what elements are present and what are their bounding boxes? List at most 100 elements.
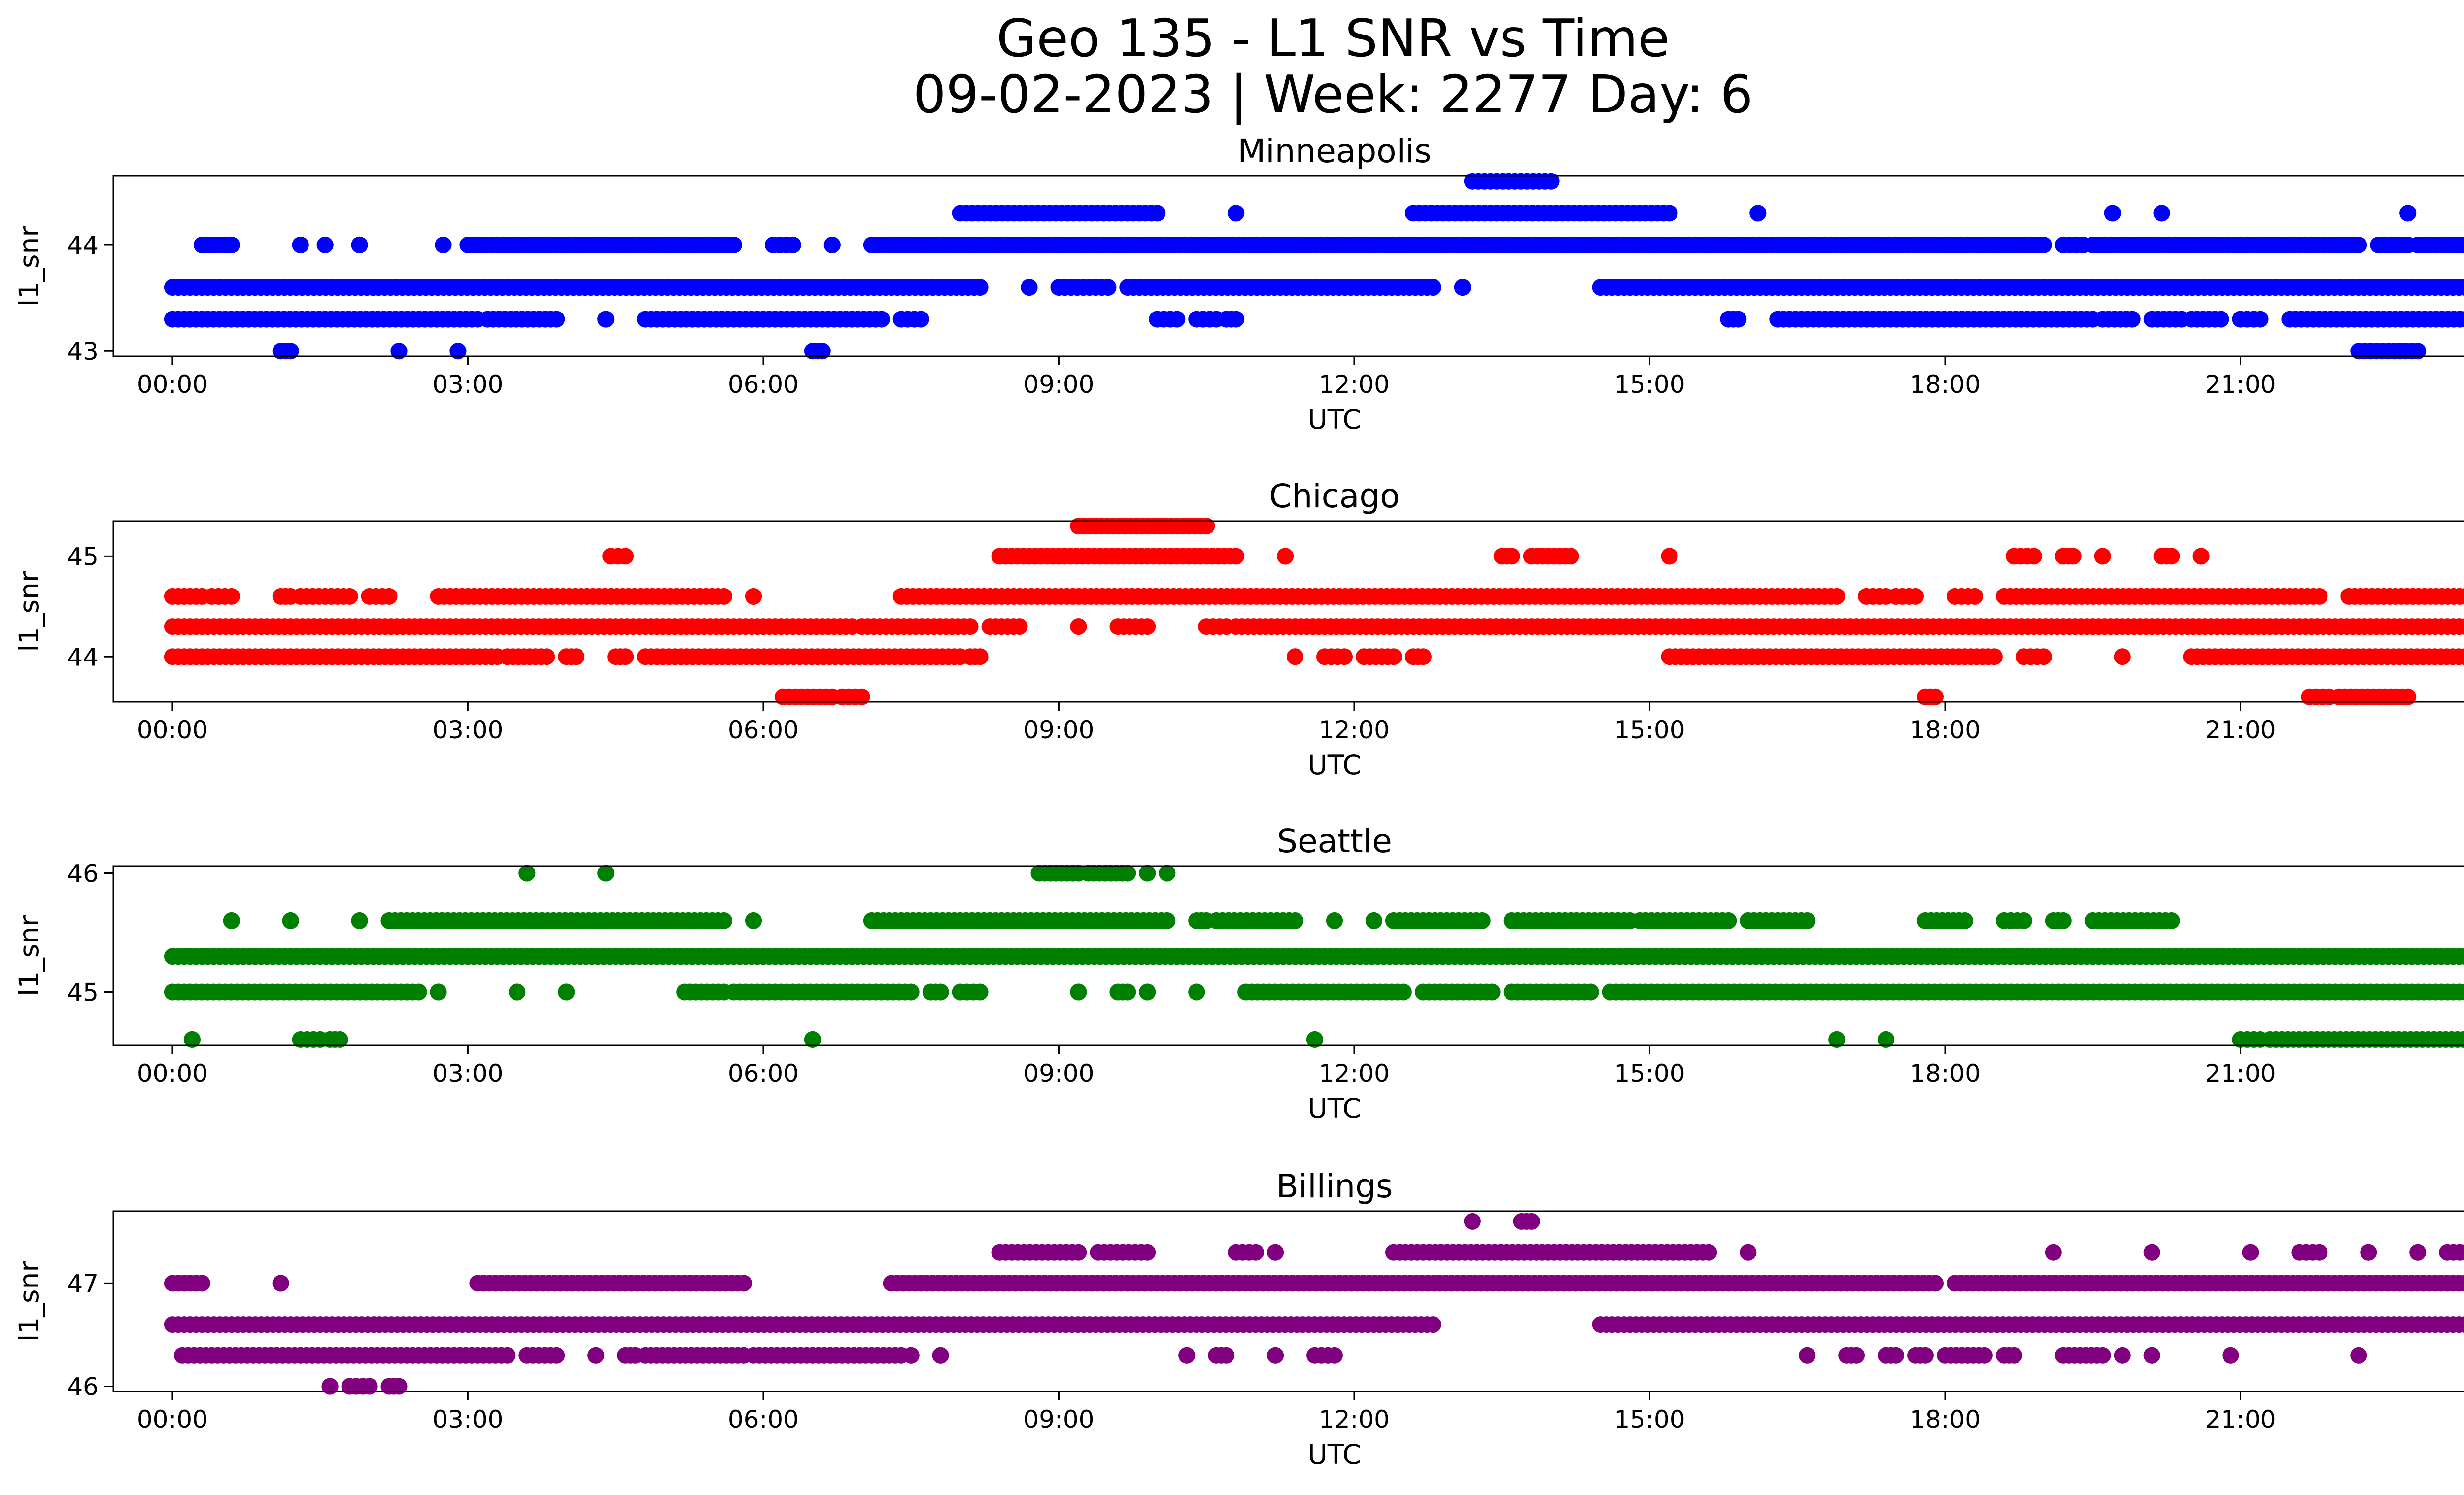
chicago-point — [971, 648, 989, 665]
seattle-point — [1828, 1031, 1846, 1048]
chicago-y-tick-label: 45 — [67, 542, 99, 571]
seattle-x-tick-label: 18:00 — [1910, 1059, 1981, 1088]
minneapolis-point — [282, 343, 299, 360]
billings-point — [2360, 1244, 2377, 1261]
billings-point — [1887, 1347, 1905, 1364]
chicago-panel-title: Chicago — [1269, 477, 1400, 515]
billings-point — [735, 1275, 752, 1292]
seattle-point — [804, 1031, 821, 1048]
chicago-point — [341, 588, 358, 605]
seattle-y-axis-label: l1_snr — [13, 915, 45, 996]
seattle-point — [410, 983, 427, 1001]
chicago-point — [1139, 618, 1156, 635]
billings-point — [321, 1378, 339, 1395]
minneapolis-panel: 00:00 03:00 06:00 09:00 12:00 15:00 18:00 21:00… — [13, 132, 2464, 435]
billings-point — [2005, 1347, 2022, 1364]
billings-point — [1464, 1213, 1481, 1230]
minneapolis-point — [1749, 205, 1767, 222]
billings-y-tick-label: 46 — [67, 1373, 99, 1401]
chicago-y-tick-label: 44 — [67, 643, 99, 671]
minneapolis-point — [873, 311, 890, 328]
minneapolis-point — [2252, 311, 2269, 328]
seattle-panel-title: Seattle — [1277, 822, 1392, 860]
minneapolis-point — [390, 343, 408, 360]
minneapolis-x-tick-label: 00:00 — [137, 370, 208, 399]
minneapolis-point — [292, 236, 309, 253]
chicago-x-tick-label: 18:00 — [1910, 716, 1981, 744]
minneapolis-point — [597, 311, 615, 328]
chicago-point — [2163, 548, 2180, 565]
minneapolis-x-tick-label: 15:00 — [1614, 370, 1685, 399]
billings-point — [1927, 1275, 1944, 1292]
seattle-x-tick-label: 00:00 — [137, 1059, 208, 1088]
chicago-points — [164, 518, 2464, 705]
billings-point — [2143, 1244, 2160, 1261]
billings-point — [2462, 1320, 2464, 1329]
chicago-point — [1828, 588, 1846, 605]
chicago-panel: 00:00 03:00 06:00 09:00 12:00 15:00 18:00 21:00… — [13, 477, 2464, 781]
seattle-point — [331, 1031, 348, 1048]
billings-point — [2114, 1347, 2131, 1364]
minneapolis-x-tick-label: 21:00 — [2205, 370, 2276, 399]
seattle-point — [183, 1031, 201, 1048]
billings-x-tick-label: 06:00 — [728, 1405, 799, 1434]
minneapolis-point — [2457, 311, 2464, 328]
chicago-x-tick-label: 15:00 — [1614, 716, 1685, 744]
billings-point — [1267, 1347, 1284, 1364]
billings-point — [2143, 1347, 2160, 1364]
seattle-point — [2457, 983, 2464, 1001]
billings-point — [2456, 1316, 2464, 1333]
chicago-point — [2114, 648, 2131, 665]
chicago-point — [1985, 648, 2003, 665]
chicago-point — [1661, 548, 1678, 565]
chicago-point — [1336, 648, 1353, 665]
chicago-point — [2457, 618, 2464, 635]
billings-point — [1178, 1347, 1196, 1364]
minneapolis-x-tick-label: 12:00 — [1319, 370, 1390, 399]
minneapolis-point — [2123, 311, 2141, 328]
seattle-y-tick-label: 46 — [67, 859, 99, 888]
seattle-point — [1582, 983, 1599, 1001]
chicago-point — [1966, 588, 1983, 605]
minneapolis-points — [164, 173, 2464, 360]
chicago-point — [617, 648, 634, 665]
seattle-point — [223, 912, 240, 929]
minneapolis-x-tick-label: 18:00 — [1910, 370, 1981, 399]
minneapolis-point — [784, 236, 801, 253]
minneapolis-y-tick-label: 44 — [67, 231, 99, 260]
figure-title-line-2: 09-02-2023 | Week: 2277 Day: 6 — [913, 65, 1753, 125]
seattle-x-tick-label: 09:00 — [1023, 1059, 1094, 1088]
seattle-point — [716, 912, 732, 929]
seattle-point — [1483, 983, 1501, 1001]
billings-point — [2045, 1244, 2062, 1261]
minneapolis-point — [1730, 311, 1747, 328]
billings-y-axis-label: l1_snr — [13, 1261, 45, 1342]
billings-x-tick-label: 18:00 — [1910, 1405, 1981, 1434]
seattle-x-axis-label: UTC — [1307, 1093, 1361, 1124]
billings-point — [1976, 1347, 1993, 1364]
seattle-point — [518, 865, 536, 882]
seattle-point — [2455, 1031, 2464, 1048]
billings-panel-title: Billings — [1276, 1167, 1393, 1205]
minneapolis-point — [1099, 279, 1117, 296]
seattle-point — [1287, 912, 1304, 929]
chicago-x-tick-label: 00:00 — [137, 716, 208, 744]
seattle-point — [2463, 987, 2464, 997]
minneapolis-point — [2457, 237, 2464, 253]
billings-points — [164, 1213, 2464, 1395]
billings-x-tick-label: 12:00 — [1319, 1405, 1390, 1434]
chicago-point — [2064, 548, 2082, 565]
billings-point — [1740, 1244, 1757, 1261]
chicago-point — [2456, 648, 2464, 665]
chicago-point — [1277, 548, 1294, 565]
billings-plot-frame — [112, 1210, 2464, 1392]
seattle-x-tick-label: 21:00 — [2205, 1059, 2276, 1088]
chicago-y-axis-label: l1_snr — [13, 571, 45, 652]
minneapolis-plot-frame — [112, 175, 2464, 357]
minneapolis-y-axis-label: l1_snr — [13, 226, 45, 307]
chicago-x-tick-label: 09:00 — [1023, 716, 1094, 744]
chicago-x-tick-label: 12:00 — [1319, 716, 1390, 744]
minneapolis-point — [435, 236, 452, 253]
seattle-point — [282, 912, 299, 929]
